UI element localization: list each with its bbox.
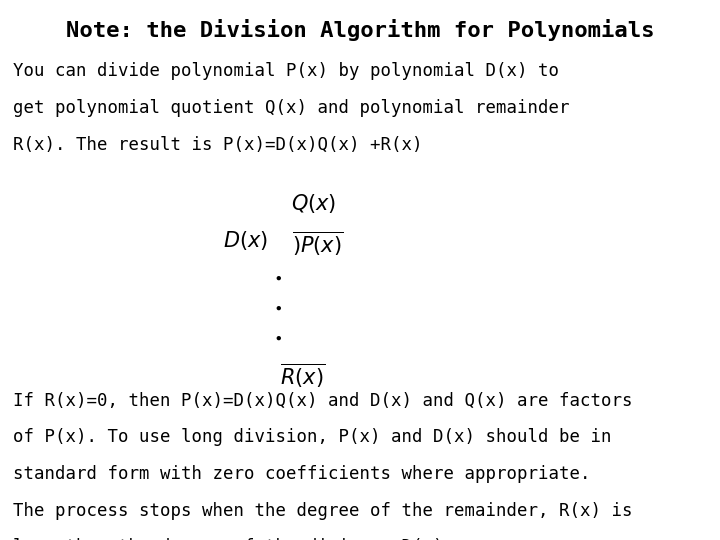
Text: The process stops when the degree of the remainder, R(x) is: The process stops when the degree of the…: [13, 502, 632, 519]
Text: $\bullet$: $\bullet$: [273, 270, 282, 285]
Text: If R(x)=0, then P(x)=D(x)Q(x) and D(x) and Q(x) are factors: If R(x)=0, then P(x)=D(x)Q(x) and D(x) a…: [13, 392, 632, 409]
Text: $\bullet$: $\bullet$: [273, 329, 282, 345]
Text: You can divide polynomial P(x) by polynomial D(x) to: You can divide polynomial P(x) by polyno…: [13, 62, 559, 80]
Text: standard form with zero coefficients where appropriate.: standard form with zero coefficients whe…: [13, 465, 590, 483]
Text: R(x). The result is P(x)=D(x)Q(x) +R(x): R(x). The result is P(x)=D(x)Q(x) +R(x): [13, 136, 423, 153]
Text: of P(x). To use long division, P(x) and D(x) should be in: of P(x). To use long division, P(x) and …: [13, 428, 611, 446]
Text: Note: the Division Algorithm for Polynomials: Note: the Division Algorithm for Polynom…: [66, 19, 654, 41]
Text: $\overline{)P(x)}$: $\overline{)P(x)}$: [292, 230, 343, 258]
Text: get polynomial quotient Q(x) and polynomial remainder: get polynomial quotient Q(x) and polynom…: [13, 99, 570, 117]
Text: $Q(x)$: $Q(x)$: [291, 192, 336, 215]
Text: less than the degree of the divisor, D(x).: less than the degree of the divisor, D(x…: [13, 538, 454, 540]
Text: $\bullet$: $\bullet$: [273, 300, 282, 315]
Text: $D(x)$: $D(x)$: [223, 230, 268, 253]
Text: $\overline{R(x)}$: $\overline{R(x)}$: [280, 362, 325, 390]
